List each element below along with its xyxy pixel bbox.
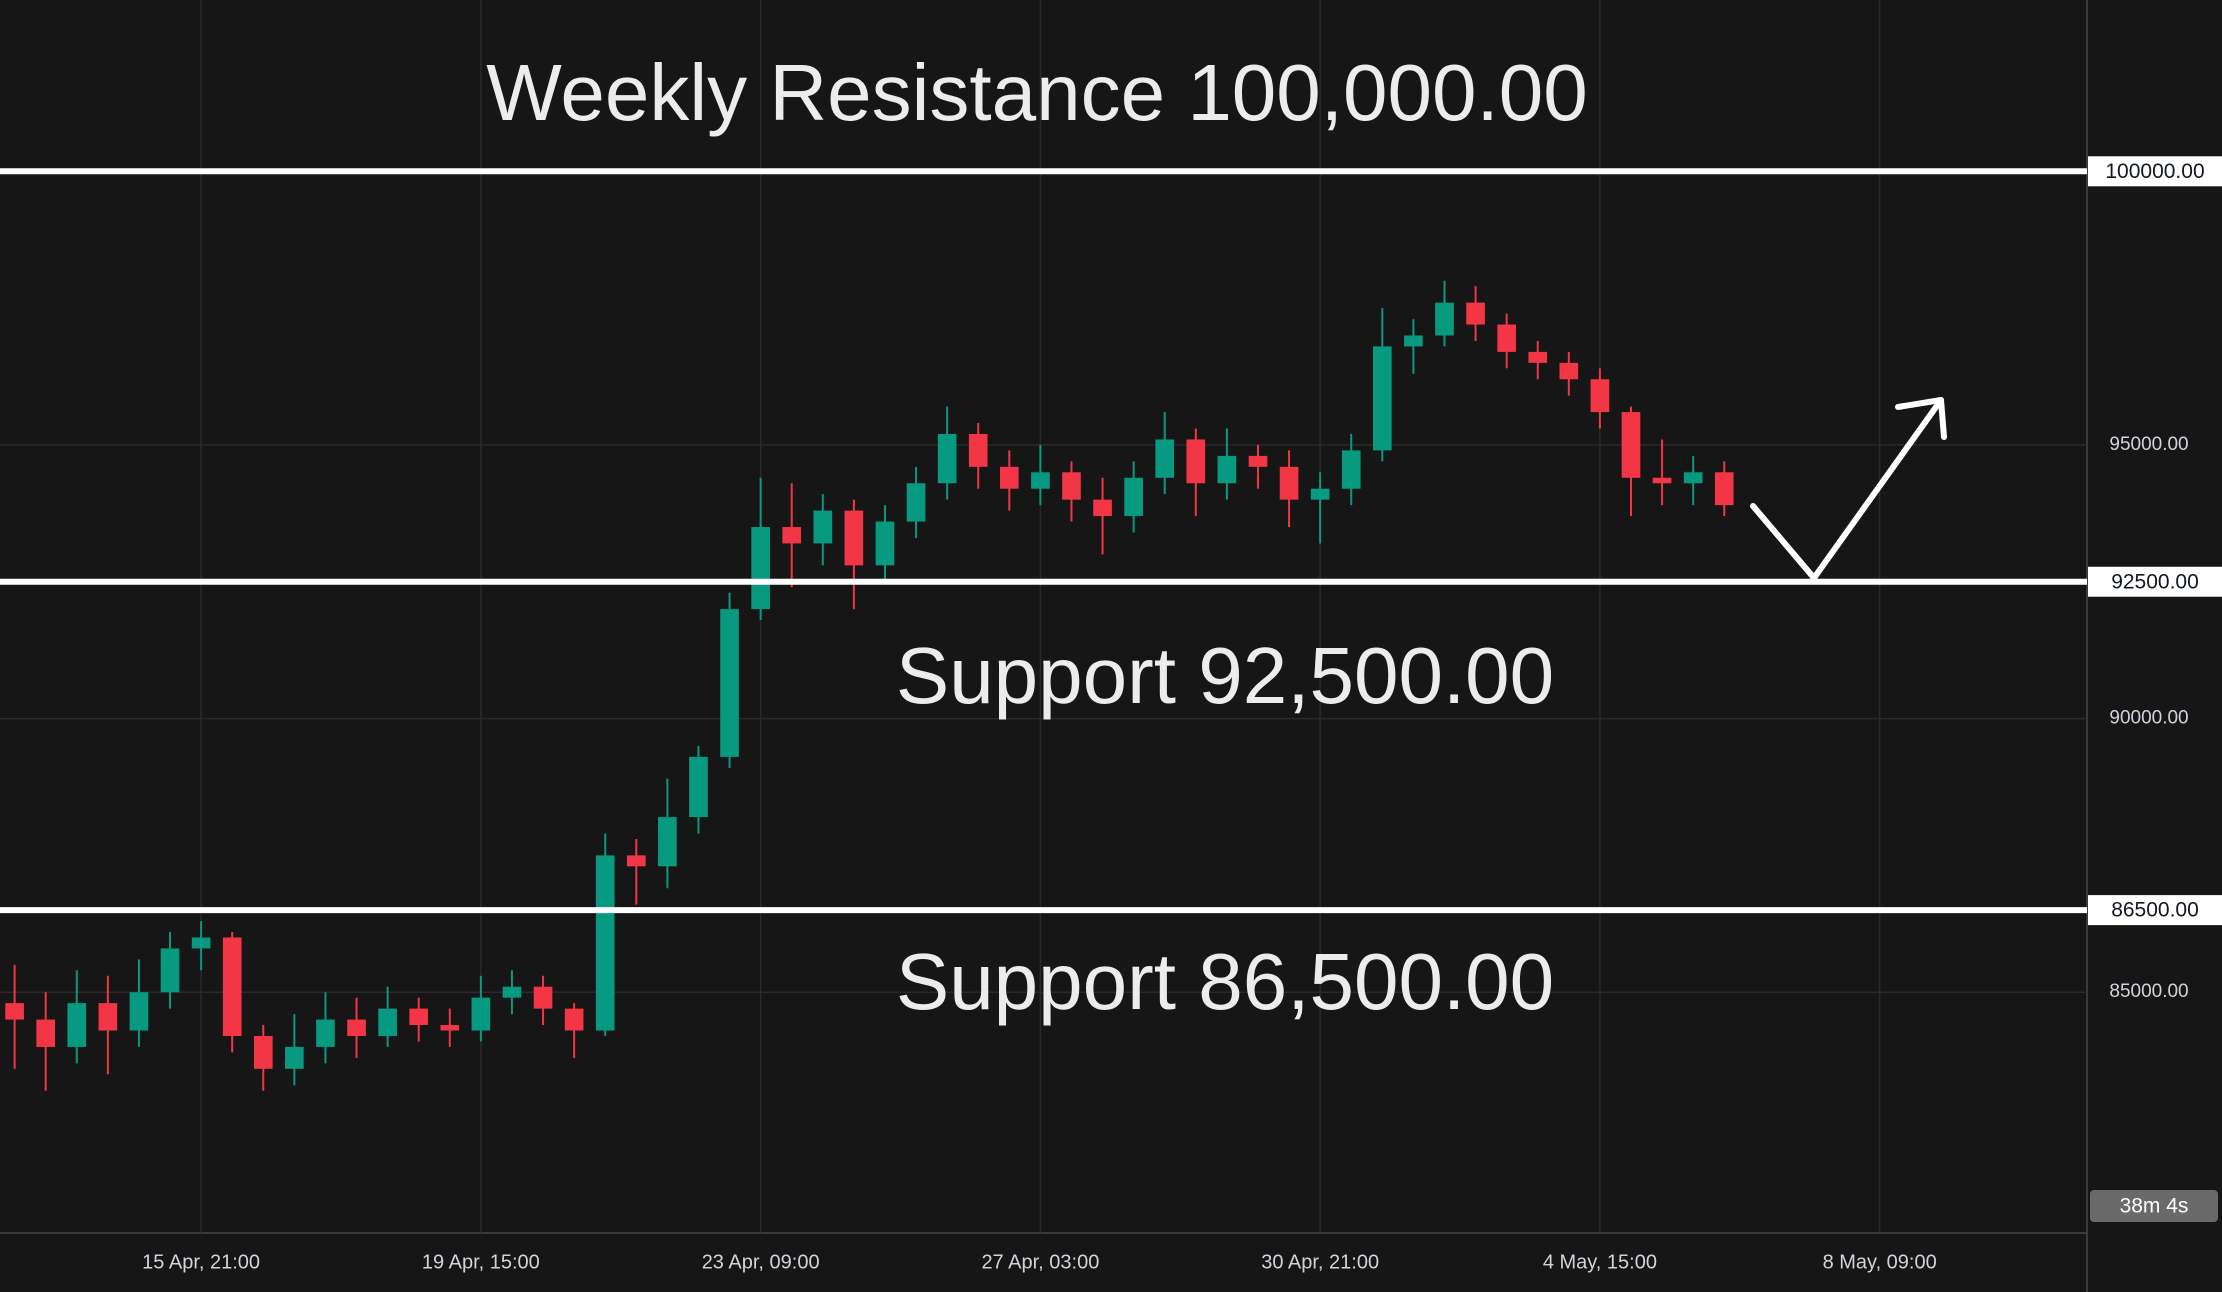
candle-body xyxy=(1714,472,1734,506)
candle-body xyxy=(689,756,708,818)
candle-body xyxy=(347,1019,366,1036)
candle-body xyxy=(1466,302,1485,325)
candle-body xyxy=(1155,439,1175,478)
candle-body xyxy=(502,986,522,998)
countdown: 38m 4s xyxy=(2120,1195,2189,1218)
candle-body xyxy=(875,521,895,566)
candle-body xyxy=(1683,472,1703,484)
candle-body xyxy=(1186,439,1206,484)
level-label-box xyxy=(2088,156,2222,187)
candle-body xyxy=(1341,450,1361,489)
x-tick-label: 19 Apr, 15:00 xyxy=(422,1251,540,1273)
candle-body xyxy=(782,527,802,544)
x-tick-label: 8 May, 09:00 xyxy=(1823,1251,1937,1273)
level-label-box xyxy=(2088,566,2222,597)
candle-body xyxy=(5,1003,24,1020)
candle-body xyxy=(1124,477,1143,517)
candle-body xyxy=(1372,346,1392,451)
x-tick-label: 4 May, 15:00 xyxy=(1543,1251,1657,1273)
candle-body xyxy=(222,937,242,1036)
candle-body xyxy=(1279,466,1299,500)
level-annotation: Support 92,500.00 xyxy=(896,631,1554,720)
level-annotation: Support 86,500.00 xyxy=(896,937,1554,1026)
level-label-box xyxy=(2088,895,2222,926)
candle-body xyxy=(36,1019,56,1047)
candle-body xyxy=(751,527,770,610)
candle-body xyxy=(626,855,646,867)
candle-body xyxy=(98,1003,118,1031)
countdown-box xyxy=(2090,1190,2218,1222)
candle-body xyxy=(409,1008,429,1026)
levels: 100000.00 Weekly Resistance 100,000.00 925… xyxy=(0,48,2222,1026)
candle-body xyxy=(999,466,1019,489)
candle-body xyxy=(471,997,491,1031)
candle-body xyxy=(1559,362,1579,380)
level-annotation: Weekly Resistance 100,000.00 xyxy=(486,48,1587,137)
y-tick-label: 85000.00 xyxy=(2109,981,2188,1002)
candles xyxy=(5,280,1734,1091)
candle-body xyxy=(968,433,988,467)
labels: 15 Apr, 21:00 19 Apr, 15:00 23 Apr, 09:00 2… xyxy=(142,434,2218,1273)
candle-body xyxy=(658,817,677,867)
candle-body xyxy=(906,483,926,522)
candle-body xyxy=(1217,455,1237,484)
candle-body xyxy=(1590,379,1610,413)
candle-body xyxy=(1621,412,1641,478)
candle-body xyxy=(316,1019,335,1047)
candle-body xyxy=(285,1046,304,1069)
x-tick-label: 15 Apr, 21:00 xyxy=(142,1251,260,1273)
candle-body xyxy=(1062,472,1081,500)
candle-body xyxy=(844,510,864,566)
candle-body xyxy=(129,992,149,1031)
candle-body xyxy=(440,1025,460,1031)
level-label: 92500.00 xyxy=(2111,570,2199,593)
arrow-head xyxy=(1895,397,1947,440)
candle-body xyxy=(1404,335,1423,347)
candle-body xyxy=(1310,488,1330,500)
candle-body xyxy=(1497,324,1516,352)
candle-body xyxy=(720,609,739,757)
candle-body xyxy=(1435,302,1454,336)
candle-body xyxy=(937,433,957,484)
candle-body xyxy=(378,1008,397,1036)
candle-body xyxy=(67,1003,87,1047)
grid xyxy=(0,0,2087,1233)
x-tick-label: 27 Apr, 03:00 xyxy=(981,1251,1099,1273)
x-tick-label: 30 Apr, 21:00 xyxy=(1261,1251,1379,1273)
candle-body xyxy=(595,855,615,1031)
candle-body xyxy=(253,1035,273,1069)
x-tick-label: 23 Apr, 09:00 xyxy=(702,1251,820,1273)
candle-body xyxy=(1528,351,1548,363)
projection-arrow xyxy=(1750,397,1947,581)
candle-body xyxy=(191,937,211,949)
candle-body xyxy=(813,510,833,544)
candle-body xyxy=(1093,499,1112,517)
candle-body xyxy=(1652,477,1672,484)
level-label: 100000.00 xyxy=(2105,160,2204,183)
candle-body xyxy=(1031,472,1050,489)
candle-body xyxy=(564,1008,584,1031)
y-tick-label: 95000.00 xyxy=(2109,434,2188,455)
level-label: 86500.00 xyxy=(2111,899,2199,922)
candle-body xyxy=(160,948,180,993)
candle-body xyxy=(1248,455,1268,467)
y-tick-label: 90000.00 xyxy=(2109,708,2188,729)
arrow-path xyxy=(1750,397,1944,581)
candle-body xyxy=(533,986,553,1009)
